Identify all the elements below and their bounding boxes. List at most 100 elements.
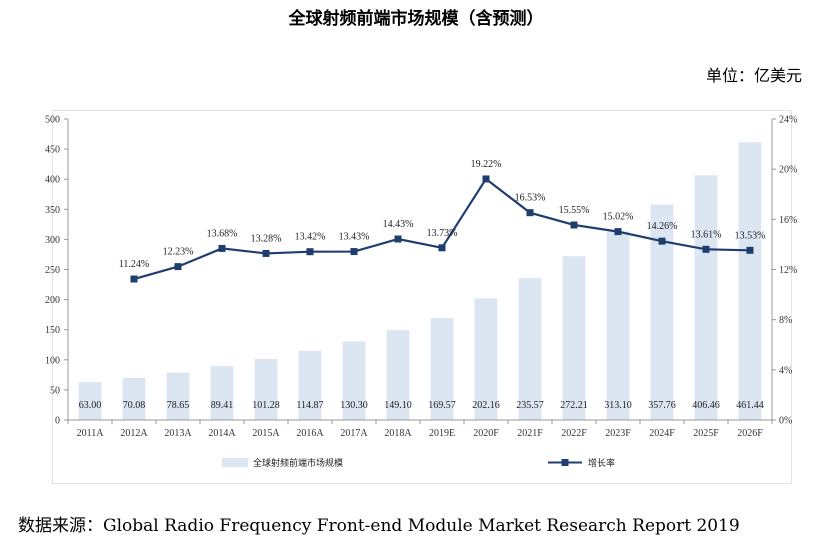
rate-value-label: 14.26% <box>647 221 678 232</box>
bar <box>738 142 762 420</box>
left-tick-label: 500 <box>45 115 60 126</box>
bar <box>606 231 630 420</box>
rate-value-label: 12.23% <box>163 247 194 258</box>
left-tick-label: 100 <box>45 355 60 366</box>
line-point-marker <box>438 244 446 252</box>
bar-value-label: 63.00 <box>79 400 102 411</box>
left-tick-label: 300 <box>45 235 60 246</box>
left-tick-label: 0 <box>55 416 60 427</box>
left-axis: 0 50 100 150 200 250 300 350 400 450 500 <box>45 115 69 427</box>
right-axis: 0% 4% 8% 12% 16% 20% 24% <box>771 115 797 427</box>
bar-value-label: 101.28 <box>252 400 280 411</box>
x-tick-label: 2017A <box>340 428 368 439</box>
x-tick-label: 2018A <box>384 428 412 439</box>
left-tick-label: 400 <box>45 175 60 186</box>
line-point-marker <box>746 246 754 254</box>
rate-value-label: 19.22% <box>471 159 502 170</box>
rate-value-label: 13.28% <box>251 233 282 244</box>
line-point-marker <box>218 244 226 252</box>
line-series <box>130 175 754 283</box>
x-tick-label: 2014A <box>208 428 236 439</box>
bar-value-label: 357.76 <box>648 400 676 411</box>
rate-value-label: 11.24% <box>119 259 149 270</box>
left-tick-label: 350 <box>45 205 60 216</box>
rate-value-label: 13.61% <box>691 229 722 240</box>
x-tick-label: 2016A <box>296 428 324 439</box>
legend: 全球射频前端市场规模 增长率 <box>222 457 615 469</box>
left-tick-label: 50 <box>50 385 60 396</box>
x-tick-label: 2023F <box>605 428 631 439</box>
bar <box>386 330 410 420</box>
rate-value-label: 14.43% <box>383 219 414 230</box>
bar <box>78 382 102 420</box>
bar <box>122 377 146 420</box>
x-tick-label: 2025F <box>693 428 719 439</box>
bar <box>254 359 278 420</box>
rate-value-label: 13.42% <box>295 232 326 243</box>
line-point-marker <box>394 235 402 243</box>
chart-frame <box>52 110 792 484</box>
line-point-marker <box>130 275 138 283</box>
rate-value-label: 15.02% <box>603 212 634 223</box>
bar <box>210 366 234 420</box>
left-tick-label: 450 <box>45 145 60 156</box>
left-tick-label: 150 <box>45 325 60 336</box>
bar-value-label: 78.65 <box>167 400 190 411</box>
bar-value-label: 406.46 <box>692 400 720 411</box>
line-point-marker <box>614 228 622 236</box>
bar <box>474 298 498 420</box>
bar <box>430 317 454 420</box>
bar-value-label: 169.57 <box>428 400 456 411</box>
legend-bar-swatch <box>222 458 248 467</box>
bar-value-label: 89.41 <box>211 400 234 411</box>
line-point-marker <box>526 209 534 217</box>
legend-line-label: 增长率 <box>588 457 615 469</box>
chart-title: 全球射频前端市场规模（含预测） <box>288 9 544 29</box>
right-tick-label: 12% <box>779 265 797 276</box>
bar-series <box>78 142 762 420</box>
legend-line-marker <box>561 459 569 466</box>
unit-label: 单位：亿美元 <box>705 66 802 85</box>
rate-value-label: 15.55% <box>559 205 590 216</box>
line-point-marker <box>570 221 578 229</box>
source-text: Global Radio Frequency Front-end Module … <box>103 516 740 536</box>
bar <box>694 175 718 420</box>
legend-bar-label: 全球射频前端市场规模 <box>253 457 343 469</box>
line-point-marker <box>306 248 314 256</box>
rate-value-label: 13.53% <box>735 230 766 241</box>
left-tick-label: 200 <box>45 295 60 306</box>
bar <box>518 278 542 420</box>
right-tick-label: 24% <box>779 115 797 126</box>
bar <box>650 204 674 420</box>
line-point-marker <box>174 263 182 271</box>
line-point-marker <box>350 248 358 256</box>
bar-value-label: 202.16 <box>472 400 500 411</box>
x-tick-label: 2012A <box>120 428 148 439</box>
x-tick-label: 2026F <box>737 428 763 439</box>
rate-value-labels: 11.24% 12.23% 13.68% 13.28% 13.42% 13.43% 14.4… <box>119 159 766 270</box>
right-tick-label: 4% <box>779 365 792 376</box>
bar-value-label: 272.21 <box>560 400 588 411</box>
right-tick-label: 8% <box>779 315 792 326</box>
bar-value-label: 130.30 <box>340 400 368 411</box>
right-tick-label: 20% <box>779 165 797 176</box>
source-label: 数据来源： <box>18 516 103 536</box>
x-tick-label: 2021F <box>517 428 543 439</box>
x-tick-label: 2019E <box>429 428 455 439</box>
line-point-marker <box>482 175 490 183</box>
bar-value-label: 149.10 <box>384 400 412 411</box>
x-axis: 2011A 2012A 2013A 2014A 2015A 2016A 2017A 2018A… <box>67 419 773 439</box>
rate-value-label: 16.53% <box>515 193 546 204</box>
bar <box>562 256 586 420</box>
x-tick-label: 2020F <box>473 428 499 439</box>
bar-value-label: 70.08 <box>123 400 146 411</box>
x-tick-label: 2024F <box>649 428 675 439</box>
rate-value-label: 13.43% <box>339 232 370 243</box>
rate-value-label: 13.68% <box>207 228 238 239</box>
x-tick-label: 2022F <box>561 428 587 439</box>
rate-value-label: 13.73% <box>427 228 458 239</box>
right-tick-label: 16% <box>779 215 797 226</box>
bar <box>342 341 366 420</box>
bar-value-labels: 63.00 70.08 78.65 89.41 101.28 114.87 130.30 14… <box>79 400 764 411</box>
right-tick-label: 0% <box>779 416 792 427</box>
